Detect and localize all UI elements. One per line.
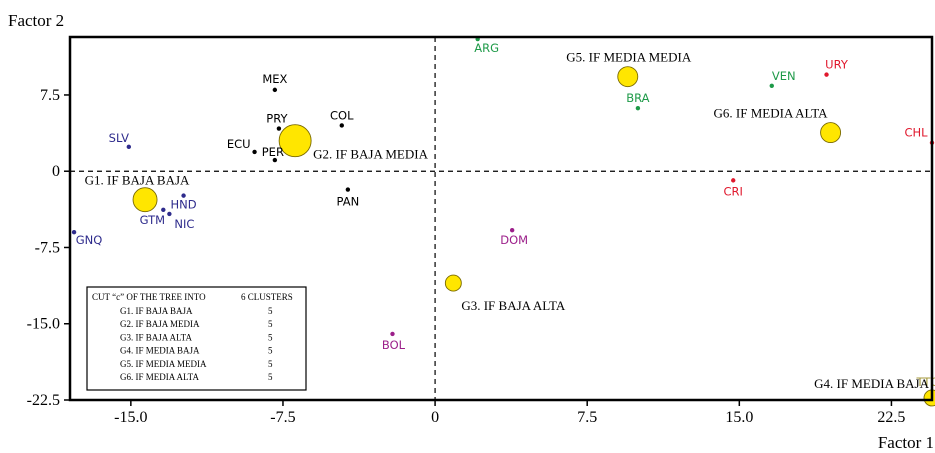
point-labels: MEX PRY COL ECU PER PAN SLV HND GTM NIC GNQ ARG BRA V… [76,41,935,391]
point-label-dom: DOM [500,233,528,247]
legend-row-count: 5 [268,319,273,329]
point-cri [731,178,736,183]
point-label-col: COL [330,108,354,122]
axis-ticks: -15.0 -7.5 0 7.5 15.0 22.5 7.5 0 -7.5 -15.0 -22.5 [27,87,906,426]
x-tick-label: -7.5 [270,409,295,426]
reference-lines [70,37,932,400]
legend-row-label: G5. IF MEDIA MEDIA [120,359,207,369]
point-ven [769,83,774,89]
point-label-per: PER [262,145,284,159]
legend-row-count: 5 [268,372,273,382]
x-tick-label: 22.5 [877,409,905,426]
point-label-cri: CRI [724,184,743,198]
point-bra [635,105,641,111]
point-per [272,157,278,163]
point-label-gtm: GTM [140,213,165,227]
point-label-nic: NIC [174,217,194,231]
point-label-pry: PRY [266,112,288,126]
plot-frame-rect [68,35,934,402]
legend-row-count: 5 [268,359,273,369]
point-slv [126,144,132,150]
legend-box [86,286,307,391]
point-nic [167,211,172,217]
y-tick-label: 7.5 [40,87,60,104]
y-tick-label: -22.5 [27,392,60,409]
centroid-label-g5: G5. IF MEDIA MEDIA [566,50,692,65]
point-label-arg: ARG [474,41,499,55]
point-label-chl: CHL [904,126,928,140]
data-points [71,36,935,399]
legend-row-count: 5 [268,306,273,316]
legend-row-count: 5 [268,332,273,342]
point-gnq [71,230,77,235]
x-tick-label: 7.5 [577,409,597,426]
point-pry [276,126,282,131]
point-label-pan: PAN [337,195,360,209]
point-label-bol: BOL [382,338,406,352]
point-gtm [161,207,166,213]
point-ecu [252,149,257,155]
point-ury [824,72,829,77]
point-label-mex: MEX [262,72,287,86]
legend-row-count: 5 [268,346,273,356]
legend-title: CUT “c” OF THE TREE INTO [92,292,206,302]
point-label-gnq: GNQ [76,233,103,247]
point-label-bra: BRA [626,91,649,105]
point-label-tto: TTO [916,375,935,389]
legend-row-label: G4. IF MEDIA BAJA [120,346,200,356]
point-hnd [181,193,186,198]
legend-row-label: G3. IF BAJA ALTA [120,332,192,342]
legend-row-label: G2. IF BAJA MEDIA [120,319,200,329]
centroid-label-g6: G6. IF MEDIA ALTA [714,106,829,121]
plot-frame [68,35,934,402]
cluster-centroids [132,66,935,407]
y-tick-label: -15.0 [27,316,60,333]
point-label-ven: VEN [772,69,796,83]
centroid-label-g2: G2. IF BAJA MEDIA [313,147,428,162]
point-pan [345,187,351,192]
centroid-label-g4: G4. IF MEDIA BAJA [814,376,929,391]
centroid-g3 [444,274,462,292]
centroid-g5 [617,66,639,88]
point-col [339,123,344,128]
centroid-label-g1: G1. IF BAJA BAJA [85,173,190,188]
point-label-ury: URY [825,58,849,72]
centroid-label-g3: G3. IF BAJA ALTA [461,298,566,313]
x-axis-title: Factor 1 [878,433,934,452]
legend: CUT “c” OF THE TREE INTO 6 CLUSTERS G1. IF… [86,286,307,391]
x-tick-label: 0 [431,409,439,426]
point-label-slv: SLV [109,131,129,145]
x-tick-label: 15.0 [725,409,753,426]
point-dom [509,227,515,233]
y-axis-title: Factor 2 [8,11,64,30]
legend-title-count: 6 CLUSTERS [241,292,293,302]
x-tick-label: -15.0 [114,409,147,426]
y-tick-label: 0 [52,163,60,180]
point-label-ecu: ECU [227,137,251,151]
legend-row-label: G6. IF MEDIA ALTA [120,372,199,382]
y-tick-label: -7.5 [35,239,60,256]
centroid-g1 [132,187,158,213]
point-mex [272,87,278,93]
centroid-g2 [278,124,312,158]
point-bol [390,331,395,337]
point-label-hnd: HND [171,198,197,212]
centroid-g6 [820,122,842,144]
legend-row-label: G1. IF BAJA BAJA [120,306,193,316]
centroid-g4 [923,389,935,407]
